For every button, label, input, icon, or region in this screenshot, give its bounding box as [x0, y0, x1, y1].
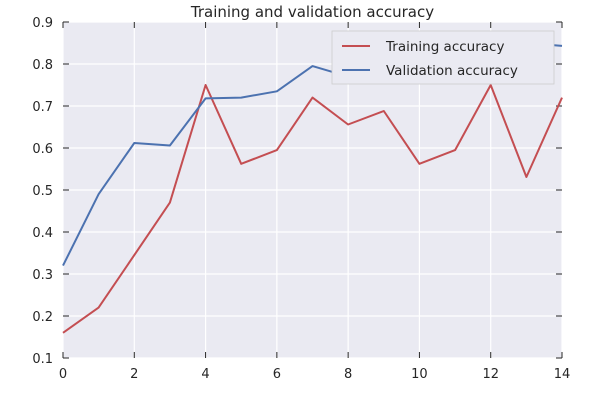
x-tick-label: 8: [344, 367, 352, 382]
y-tick-label: 0.1: [32, 352, 53, 367]
x-tick-label: 10: [411, 367, 428, 382]
y-tick-label: 0.9: [32, 16, 53, 31]
axis-ticks: [62, 21, 563, 359]
x-tick-label: 2: [130, 367, 138, 382]
y-tick-label: 0.7: [32, 100, 53, 115]
legend-box: [331, 30, 555, 85]
chart-title: Training and validation accuracy: [190, 3, 434, 21]
series-line-training: [62, 84, 563, 334]
y-tick-label: 0.4: [32, 226, 53, 241]
tick-labels: 0 2 4 6 8 10 12 14 0.1 0.2 0.3 0.4 0.5 0.6 0.7 0.8 0.9: [32, 16, 570, 382]
y-tick-label: 0.3: [32, 268, 53, 283]
x-tick-label: 6: [273, 367, 281, 382]
y-tick-label: 0.5: [32, 184, 53, 199]
x-tick-label: 0: [59, 367, 67, 382]
x-tick-label: 4: [201, 367, 209, 382]
legend-label: Training accuracy: [385, 39, 504, 55]
y-tick-label: 0.6: [32, 142, 53, 157]
grid: [62, 21, 563, 359]
legend-label: Validation accuracy: [386, 63, 518, 79]
y-tick-label: 0.8: [32, 58, 53, 73]
legend: Training accuracy Validation accuracy: [331, 30, 555, 85]
x-tick-label: 12: [482, 367, 499, 382]
x-tick-label: 14: [554, 367, 571, 382]
y-tick-label: 0.2: [32, 310, 53, 325]
